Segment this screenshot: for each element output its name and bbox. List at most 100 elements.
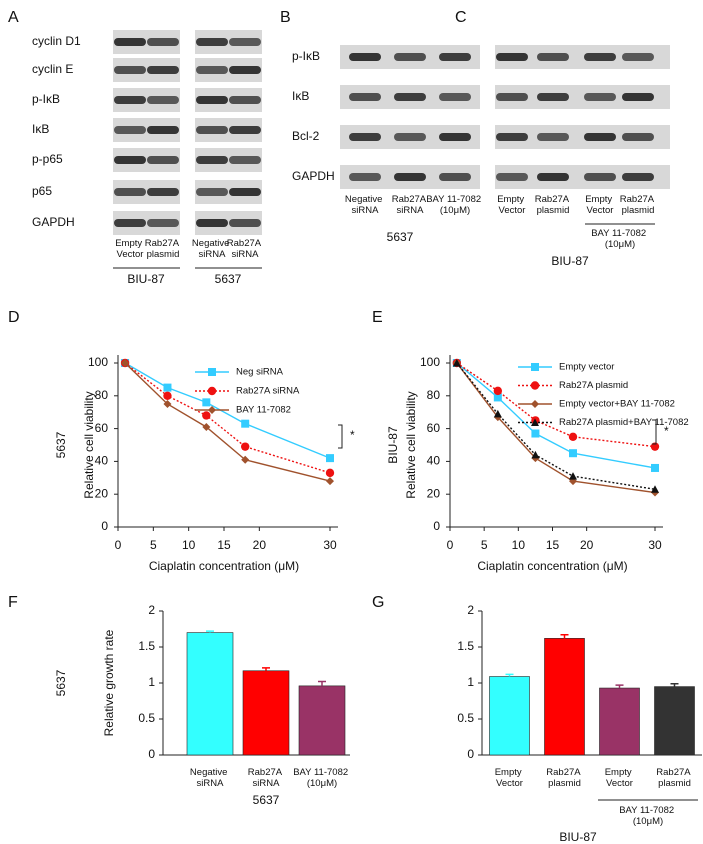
- marker: [208, 368, 216, 376]
- x-tick-label: Rab27A siRNA: [248, 767, 284, 789]
- bar: [489, 676, 530, 756]
- x-tick-label: 5: [150, 538, 157, 552]
- blot-band: [439, 133, 471, 141]
- blot-band: [114, 66, 146, 74]
- series-line: [124, 362, 331, 474]
- x-axis-label: 5637: [253, 793, 280, 807]
- row-label: p-IκB: [32, 92, 60, 106]
- side-label: BIU-87: [386, 426, 400, 464]
- legend-label: Empty vector: [559, 362, 614, 373]
- marker: [569, 472, 577, 480]
- group-label: BIU-87: [127, 272, 165, 286]
- marker: [531, 418, 539, 426]
- blot-band: [496, 133, 528, 141]
- blot-band: [147, 188, 179, 196]
- marker: [493, 409, 502, 418]
- row-label: IκB: [292, 89, 309, 103]
- treatment-label: BAY 11-7082 (10μM): [591, 228, 649, 250]
- panel-label: A: [8, 9, 19, 26]
- x-tick-label: 30: [323, 538, 337, 552]
- x-axis-label: Ciaplatin concentration (μM): [477, 559, 627, 573]
- blot-band: [349, 173, 381, 181]
- marker: [163, 400, 172, 408]
- error-bar: [318, 680, 326, 686]
- lane-label: Rab27A siRNA: [392, 194, 428, 216]
- blot-band: [584, 93, 616, 101]
- y-tick-label: 0.5: [138, 711, 155, 725]
- blot-band: [114, 96, 146, 104]
- lane-label: Negative siRNA: [192, 238, 232, 260]
- marker: [452, 359, 461, 367]
- lane-label: Empty Vector: [585, 194, 615, 216]
- bar: [654, 686, 695, 756]
- blot-band: [114, 219, 146, 227]
- significance-bracket: [652, 419, 657, 445]
- blot-band: [622, 93, 654, 101]
- lane-label: BAY 11-7082 (10μM): [426, 194, 484, 216]
- marker: [531, 400, 539, 408]
- marker: [326, 454, 334, 463]
- error-bar: [262, 667, 270, 671]
- x-tick-label: 20: [253, 538, 267, 552]
- y-tick-label: 40: [427, 454, 441, 468]
- blot-band: [196, 219, 228, 227]
- marker: [241, 442, 250, 451]
- y-tick-label: 100: [420, 355, 440, 369]
- marker: [531, 429, 540, 438]
- legend-label: Empty vector+BAY 11-7082: [559, 399, 675, 410]
- blot-band: [229, 219, 261, 227]
- y-tick-label: 100: [88, 355, 108, 369]
- row-label: IκB: [32, 122, 49, 136]
- blot-band: [439, 53, 471, 61]
- blot-band: [114, 38, 146, 46]
- marker: [326, 477, 334, 486]
- legend-label: Rab27A plasmid+BAY 11-7082: [559, 417, 689, 428]
- legend-label: Neg siRNA: [236, 367, 284, 378]
- marker: [651, 485, 659, 493]
- x-tick-label: 15: [217, 538, 231, 552]
- blot-band: [229, 126, 261, 134]
- y-tick-label: 40: [95, 454, 109, 468]
- y-tick-label: 20: [427, 486, 441, 500]
- x-tick-label: Empty Vector: [495, 767, 525, 789]
- lane-label: Rab27A plasmid: [145, 238, 181, 260]
- marker: [241, 419, 250, 428]
- x-tick-label: 10: [512, 538, 526, 552]
- blot-band: [147, 156, 179, 164]
- blot-band: [584, 133, 616, 141]
- y-tick-label: 1.5: [138, 639, 155, 653]
- row-label: cyclin E: [32, 62, 73, 76]
- panel-label: D: [8, 309, 20, 326]
- blot-band: [537, 173, 569, 181]
- y-tick-label: 1: [148, 675, 155, 689]
- side-label: 5637: [54, 431, 68, 458]
- error-bar: [560, 634, 569, 639]
- blot-band: [196, 126, 228, 134]
- blot-band: [622, 133, 654, 141]
- blot-band: [196, 96, 228, 104]
- blot-band: [584, 53, 616, 61]
- blot-band: [196, 156, 228, 164]
- blot-band: [147, 219, 179, 227]
- blot-band: [147, 38, 179, 46]
- x-tick-label: Negative siRNA: [190, 767, 230, 789]
- error-bar: [206, 630, 214, 633]
- y-tick-label: 2: [467, 603, 474, 617]
- y-axis-label: Relative cell viability: [82, 391, 96, 498]
- blot-band: [114, 156, 146, 164]
- blot-band: [196, 188, 228, 196]
- y-tick-label: 20: [95, 486, 109, 500]
- marker: [531, 450, 540, 459]
- blot-band: [349, 93, 381, 101]
- y-tick-label: 80: [427, 388, 441, 402]
- y-tick-label: 1.5: [457, 639, 474, 653]
- y-tick-label: 2: [148, 603, 155, 617]
- treatment-label: BAY 11-7082 (10μM): [619, 805, 677, 827]
- marker: [325, 468, 335, 478]
- x-tick-label: Empty Vector: [605, 767, 635, 789]
- bar: [599, 687, 640, 756]
- marker: [207, 386, 217, 396]
- error-bar: [505, 673, 514, 677]
- lane-label: Rab27A siRNA: [227, 238, 263, 260]
- panel-label: B: [280, 9, 291, 26]
